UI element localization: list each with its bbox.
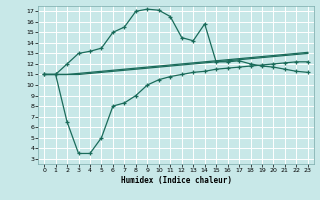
X-axis label: Humidex (Indice chaleur): Humidex (Indice chaleur) (121, 176, 231, 185)
